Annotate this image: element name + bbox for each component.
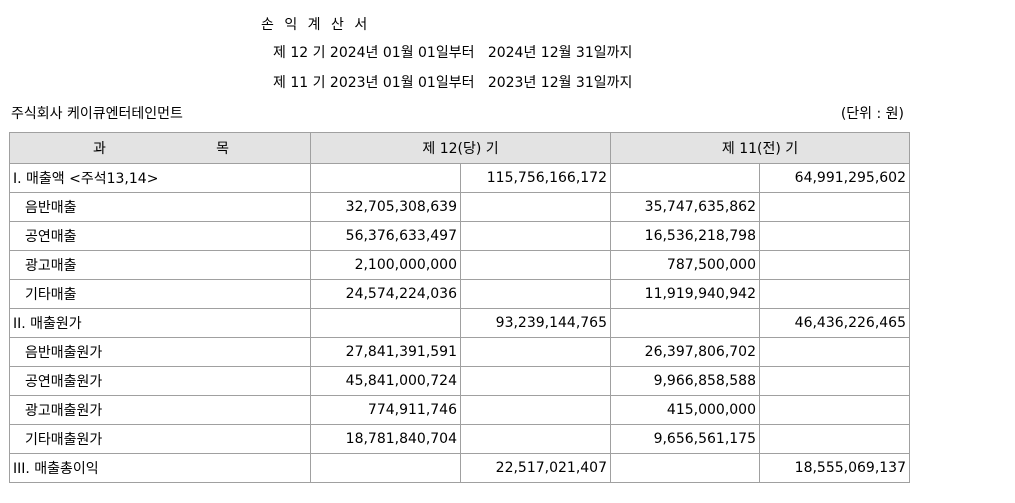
prior-total-cell: 18,555,069,137 — [759, 453, 910, 483]
prior-detail-cell: 415,000,000 — [610, 395, 760, 425]
prior-detail-cell: 9,966,858,588 — [610, 366, 760, 396]
table-row: 기타매출 24,574,224,036 11,919,940,942 — [9, 279, 910, 309]
account-cell: 음반매출 — [9, 192, 311, 222]
account-cell: III. 매출총이익 — [9, 453, 311, 483]
current-total-cell — [460, 424, 611, 454]
prior-detail-cell — [610, 163, 760, 193]
prior-total-cell — [759, 337, 910, 367]
prior-detail-cell: 9,656,561,175 — [610, 424, 760, 454]
current-total-cell: 93,239,144,765 — [460, 308, 611, 338]
account-cell: 음반매출원가 — [9, 337, 311, 367]
income-statement-table: 과 목 제 12(당) 기 제 11(전) 기 I. 매출액 <주석13,14>… — [9, 132, 910, 483]
current-detail-cell — [310, 453, 461, 483]
current-total-cell: 22,517,021,407 — [460, 453, 611, 483]
prior-total-cell — [759, 366, 910, 396]
prior-total-cell — [759, 221, 910, 251]
account-cell: 공연매출 — [9, 221, 311, 251]
prior-total-cell: 46,436,226,465 — [759, 308, 910, 338]
current-detail-cell: 32,705,308,639 — [310, 192, 461, 222]
current-detail-cell — [310, 163, 461, 193]
account-header-right: 목 — [216, 141, 229, 157]
table-body: I. 매출액 <주석13,14> 115,756,166,172 64,991,29… — [9, 163, 910, 483]
prior-detail-cell: 35,747,635,862 — [610, 192, 760, 222]
prior-detail-cell — [610, 308, 760, 338]
current-total-cell — [460, 366, 611, 396]
account-cell: 공연매출원가 — [9, 366, 311, 396]
account-cell: I. 매출액 <주석13,14> — [9, 163, 311, 193]
current-total-cell — [460, 250, 611, 280]
table-row: 음반매출 32,705,308,639 35,747,635,862 — [9, 192, 910, 222]
prior-total-cell — [759, 250, 910, 280]
current-total-cell — [460, 395, 611, 425]
company-name: 주식회사 케이큐엔터테인먼트 — [11, 106, 183, 122]
prior-total-cell: 64,991,295,602 — [759, 163, 910, 193]
table-row: 광고매출 2,100,000,000 787,500,000 — [9, 250, 910, 280]
prior-total-cell — [759, 424, 910, 454]
current-total-cell — [460, 279, 611, 309]
period-prior: 제 11 기 2023년 01월 01일부터 2023년 12월 31일까지 — [273, 75, 633, 91]
account-cell: 기타매출 — [9, 279, 311, 309]
prior-total-cell — [759, 395, 910, 425]
table-row: II. 매출원가 93,239,144,765 46,436,226,465 — [9, 308, 910, 338]
current-detail-cell: 24,574,224,036 — [310, 279, 461, 309]
table-row: 공연매출 56,376,633,497 16,536,218,798 — [9, 221, 910, 251]
current-period-header: 제 12(당) 기 — [310, 132, 611, 164]
current-detail-cell: 56,376,633,497 — [310, 221, 461, 251]
table-row: III. 매출총이익 22,517,021,407 18,555,069,137 — [9, 453, 910, 483]
prior-detail-cell: 16,536,218,798 — [610, 221, 760, 251]
account-cell: 광고매출 — [9, 250, 311, 280]
table-row: 광고매출원가 774,911,746 415,000,000 — [9, 395, 910, 425]
current-total-cell — [460, 192, 611, 222]
prior-period-header: 제 11(전) 기 — [610, 132, 910, 164]
prior-detail-cell: 787,500,000 — [610, 250, 760, 280]
account-header-left: 과 — [93, 141, 106, 157]
account-cell: II. 매출원가 — [9, 308, 311, 338]
prior-total-cell — [759, 192, 910, 222]
current-total-cell — [460, 337, 611, 367]
current-detail-cell: 2,100,000,000 — [310, 250, 461, 280]
current-detail-cell: 45,841,000,724 — [310, 366, 461, 396]
period-current: 제 12 기 2024년 01월 01일부터 2024년 12월 31일까지 — [273, 45, 633, 61]
table-row: 기타매출원가 18,781,840,704 9,656,561,175 — [9, 424, 910, 454]
account-cell: 광고매출원가 — [9, 395, 311, 425]
prior-total-cell — [759, 279, 910, 309]
table-header-row: 과 목 제 12(당) 기 제 11(전) 기 — [9, 132, 910, 164]
account-column-header: 과 목 — [9, 132, 311, 164]
table-row: I. 매출액 <주석13,14> 115,756,166,172 64,991,29… — [9, 163, 910, 193]
statement-title: 손 익 계 산 서 — [261, 17, 371, 33]
current-detail-cell — [310, 308, 461, 338]
unit-label: (단위 : 원) — [840, 106, 904, 122]
current-detail-cell: 18,781,840,704 — [310, 424, 461, 454]
prior-detail-cell: 11,919,940,942 — [610, 279, 760, 309]
table-row: 음반매출원가 27,841,391,591 26,397,806,702 — [9, 337, 910, 367]
current-detail-cell: 774,911,746 — [310, 395, 461, 425]
account-cell: 기타매출원가 — [9, 424, 311, 454]
prior-detail-cell: 26,397,806,702 — [610, 337, 760, 367]
current-total-cell — [460, 221, 611, 251]
current-detail-cell: 27,841,391,591 — [310, 337, 461, 367]
table-row: 공연매출원가 45,841,000,724 9,966,858,588 — [9, 366, 910, 396]
current-total-cell: 115,756,166,172 — [460, 163, 611, 193]
prior-detail-cell — [610, 453, 760, 483]
